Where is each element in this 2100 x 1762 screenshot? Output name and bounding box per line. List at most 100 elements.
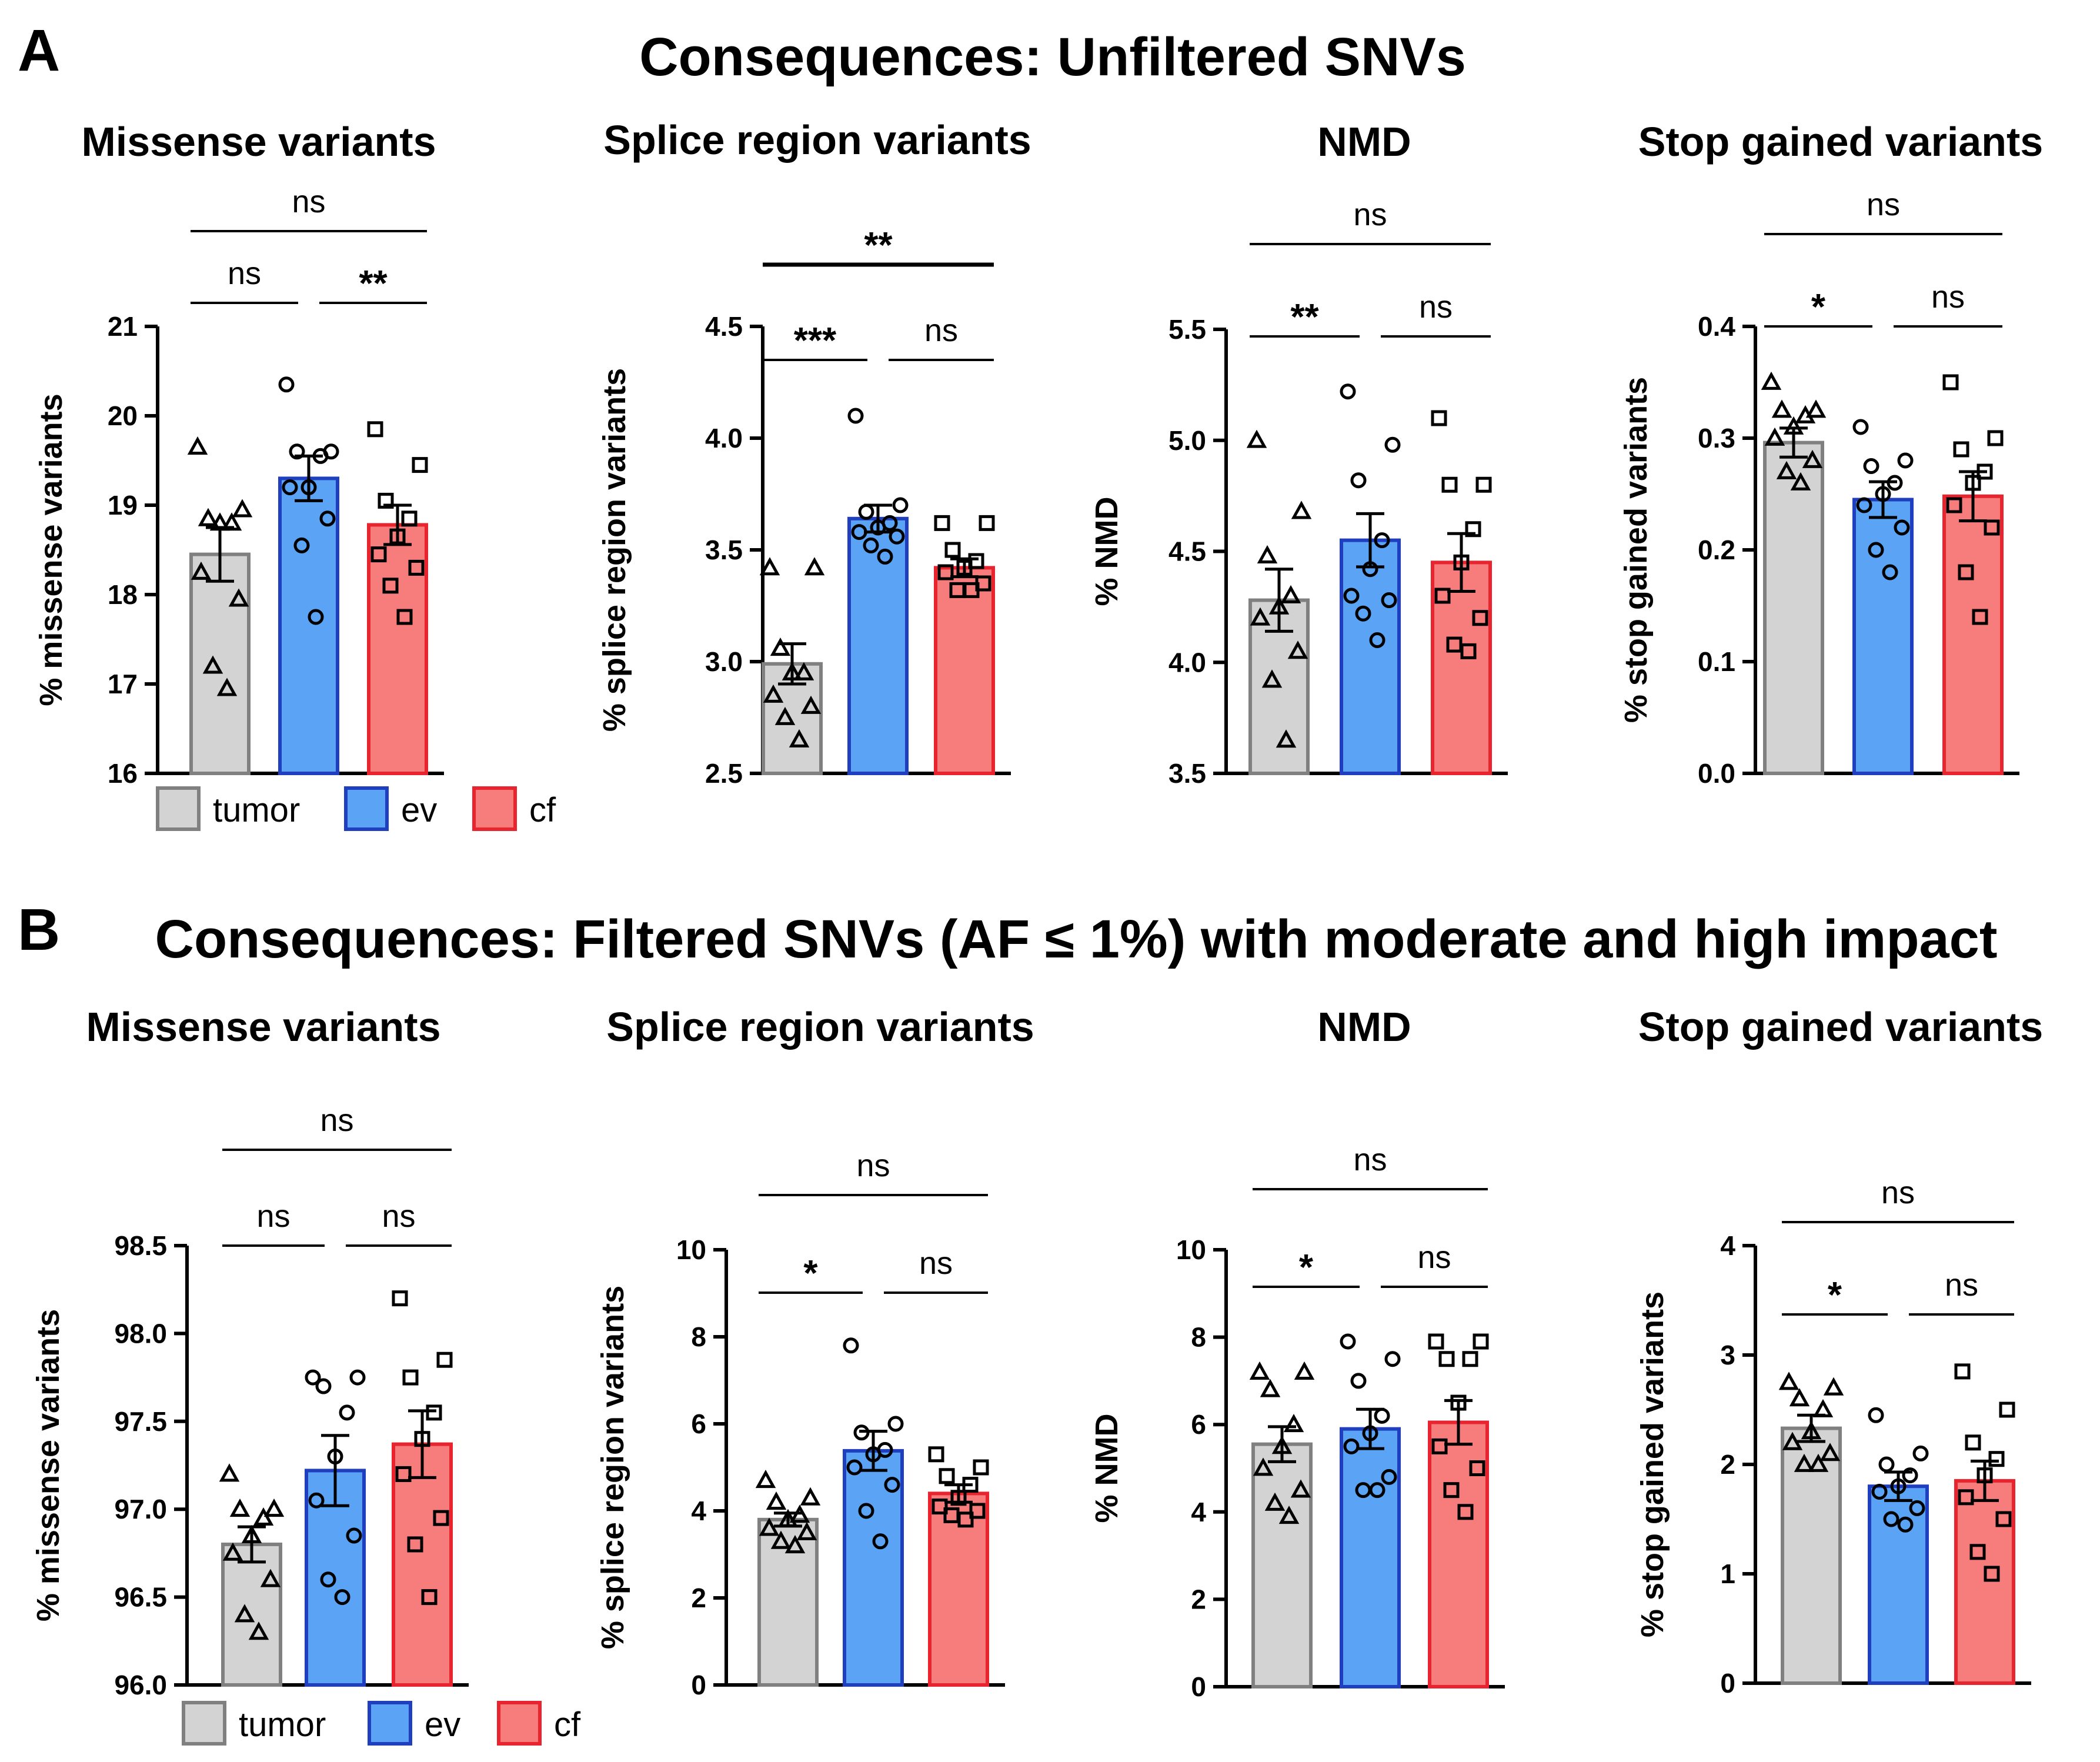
significance-label: * <box>1811 287 1826 328</box>
data-point-square <box>1438 1351 1455 1367</box>
data-point-circle <box>1852 419 1869 435</box>
data-point-triangle <box>1250 607 1271 626</box>
chart-title: Stop gained variants <box>1638 1004 2043 1050</box>
data-point-triangle <box>1283 1414 1304 1433</box>
legend-swatch-ev <box>344 786 389 831</box>
data-point-square <box>937 564 954 580</box>
data-point-triangle <box>1257 545 1278 563</box>
data-point-square <box>1958 1489 1974 1506</box>
data-point-circle <box>1883 1511 1899 1527</box>
data-point-circle <box>334 1589 350 1606</box>
data-point-circle <box>863 537 879 553</box>
data-point-circle <box>877 548 893 565</box>
data-point-square <box>944 542 961 558</box>
data-point-square <box>1972 609 1988 625</box>
data-point-triangle <box>248 1621 269 1640</box>
chart-b-splice-region-variants: Splice region variants % splice region va… <box>595 1004 1034 1700</box>
data-point-square <box>1988 1451 2005 1467</box>
data-point-circle <box>1384 436 1401 453</box>
data-point-square <box>1453 554 1470 570</box>
legend-label-ev: ev <box>425 1706 460 1744</box>
data-point-square <box>1954 1363 1971 1380</box>
data-point-square <box>1457 1504 1474 1520</box>
data-point-triangle <box>1290 1479 1311 1498</box>
data-point-triangle <box>232 499 253 518</box>
legend-a: tumor ev cf <box>156 786 556 831</box>
data-point-triangle <box>1249 1361 1270 1380</box>
data-point-circle <box>293 537 310 553</box>
data-point-triangle <box>759 557 780 576</box>
data-point-square <box>1431 410 1447 426</box>
bar-cf <box>1954 1479 2015 1685</box>
y-tick-label: 5.0 <box>1168 425 1206 456</box>
data-point-circle <box>1343 588 1360 604</box>
legend-label-tumor: tumor <box>239 1706 326 1744</box>
data-point-triangle <box>1776 460 1797 479</box>
data-point-triangle <box>1805 399 1827 418</box>
significance-label: *** <box>794 321 837 361</box>
y-axis-label: % stop gained variants <box>1635 1292 1670 1637</box>
bar-cf <box>392 1442 453 1687</box>
data-point-circle <box>1374 532 1390 549</box>
chart-title: Missense variants <box>86 1004 440 1050</box>
legend-b: tumor ev cf <box>182 1701 581 1746</box>
data-point-square <box>939 1468 955 1484</box>
data-point-circle <box>1902 1467 1918 1484</box>
y-tick-label: 10 <box>1176 1234 1206 1265</box>
data-point-circle <box>847 408 864 424</box>
y-axis-label: % stop gained variants <box>1618 377 1654 723</box>
data-point-circle <box>1890 1478 1907 1494</box>
data-point-triangle <box>1794 1453 1815 1472</box>
y-axis-label: % missense variants <box>34 393 69 706</box>
data-point-square <box>1977 1467 1993 1484</box>
y-tick-label: 98.0 <box>114 1318 167 1349</box>
data-point-triangle <box>770 1530 792 1549</box>
chart-title: NMD <box>1317 119 1411 165</box>
data-point-triangle <box>763 684 784 703</box>
data-point-square <box>414 1431 430 1447</box>
data-point-square <box>1965 1434 1981 1451</box>
y-tick-label: 4.0 <box>1168 647 1206 678</box>
bar-tumor <box>221 1542 282 1687</box>
data-point-square <box>969 1503 986 1519</box>
y-tick-label: 4.0 <box>705 423 743 453</box>
section-title-b: Consequences: Filtered SNVs (AF ≤ 1%) wi… <box>155 909 1998 969</box>
significance-label: ns <box>1931 279 1965 315</box>
significance-label: ns <box>1945 1267 1978 1303</box>
data-point-triangle <box>216 678 238 696</box>
y-tick-label: 0 <box>691 1670 706 1700</box>
bar-cf <box>934 566 995 776</box>
y-tick-label: 96.0 <box>114 1670 167 1700</box>
data-point-square <box>963 582 980 598</box>
significance-label: ns <box>1881 1175 1915 1210</box>
y-tick-label: 0.2 <box>1698 535 1735 565</box>
chart-a-splice-region-variants: Splice region variants % splice region va… <box>597 117 1031 789</box>
data-point-circle <box>1897 452 1914 469</box>
data-point-triangle <box>759 1517 780 1536</box>
bar-cf <box>1942 494 2004 775</box>
data-point-triangle <box>1294 1361 1315 1380</box>
data-point-triangle <box>1260 1379 1281 1397</box>
data-point-square <box>957 1511 974 1528</box>
data-point-triangle <box>1287 640 1308 659</box>
data-point-square <box>401 510 418 527</box>
data-point-triangle <box>755 1470 776 1489</box>
data-point-square <box>1469 1460 1485 1476</box>
data-point-triangle <box>202 655 223 674</box>
data-point-triangle <box>1253 1457 1274 1476</box>
data-point-triangle <box>1812 1399 1834 1417</box>
data-point-square <box>1465 521 1481 538</box>
legend-label-tumor: tumor <box>213 791 300 829</box>
data-point-square <box>408 559 425 576</box>
data-point-square <box>433 1510 449 1526</box>
data-point-square <box>1428 1333 1444 1350</box>
data-point-triangle <box>800 695 822 714</box>
data-point-circle <box>1369 632 1385 648</box>
data-point-triangle <box>1246 429 1267 448</box>
data-point-triangle <box>1771 399 1792 418</box>
y-axis-label: % NMD <box>1089 497 1124 606</box>
y-tick-label: 3.5 <box>1168 758 1206 789</box>
data-point-square <box>1984 519 2000 536</box>
data-point-triangle <box>1291 500 1312 519</box>
significance-label: ns <box>1353 1142 1387 1177</box>
